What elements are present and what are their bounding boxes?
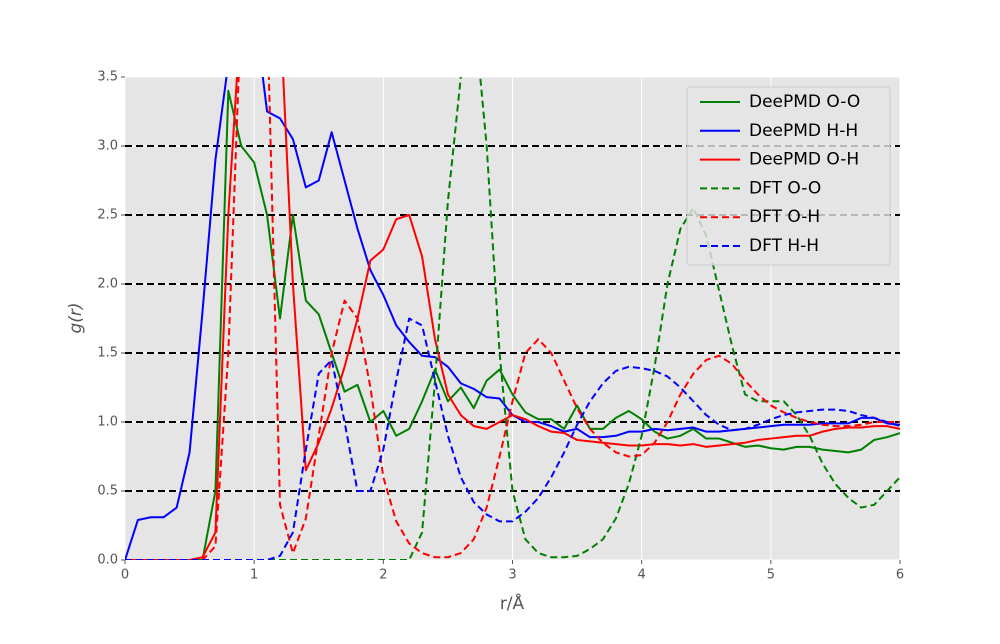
- y-tick-label: 0.5: [97, 484, 118, 499]
- x-tick-label: 1: [250, 568, 258, 583]
- y-axis-label: g(r): [66, 302, 86, 333]
- legend-label: DeePMD O-O: [749, 92, 860, 112]
- y-tick-label: 2.0: [97, 277, 118, 292]
- y-tick-label: 3.5: [97, 70, 118, 85]
- x-tick-label: 0: [121, 568, 129, 583]
- legend-label: DFT H-H: [749, 236, 819, 256]
- x-tick-label: 6: [896, 568, 904, 583]
- series-line: [125, 89, 900, 560]
- series-line: [125, 317, 900, 560]
- legend-label: DFT O-H: [749, 207, 820, 227]
- y-tick-label: 2.5: [97, 208, 118, 223]
- y-tick-label: 1.5: [97, 346, 118, 361]
- legend-label: DeePMD H-H: [749, 121, 858, 141]
- x-tick-label: 4: [638, 568, 646, 583]
- legend: DeePMD O-O DeePMD H-H DeePMD O-H DFT O-O DFT…: [686, 86, 891, 266]
- x-axis-label: r/Å: [500, 592, 525, 614]
- x-tick-label: 2: [379, 568, 387, 583]
- ticks: 0 1 2 3 4 5 6 0.0 0.5 1.0 1.5 2.0 2.5 3.0 3.5: [97, 70, 904, 583]
- series-line: [125, 77, 900, 560]
- y-tick-label: 0.0: [97, 553, 118, 568]
- y-tick-label: 1.0: [97, 415, 118, 430]
- lines: [125, 77, 900, 560]
- x-tick-label: 3: [508, 568, 516, 583]
- legend-label: DFT O-O: [749, 178, 821, 198]
- x-tick-label: 5: [767, 568, 775, 583]
- series-line: [125, 77, 900, 560]
- y-tick-label: 3.0: [97, 139, 118, 154]
- series-line: [125, 77, 900, 560]
- legend-label: DeePMD O-H: [749, 150, 859, 170]
